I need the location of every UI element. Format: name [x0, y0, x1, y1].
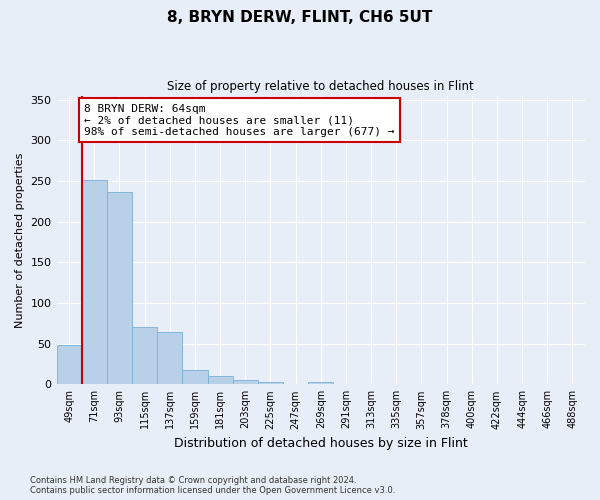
Bar	[233, 380, 258, 384]
Text: Contains HM Land Registry data © Crown copyright and database right 2024.
Contai: Contains HM Land Registry data © Crown c…	[30, 476, 395, 495]
Bar	[308, 382, 334, 384]
Text: 8 BRYN DERW: 64sqm
← 2% of detached houses are smaller (11)
98% of semi-detached: 8 BRYN DERW: 64sqm ← 2% of detached hous…	[84, 104, 395, 137]
Title: Size of property relative to detached houses in Flint: Size of property relative to detached ho…	[167, 80, 474, 93]
Bar	[132, 328, 157, 384]
Y-axis label: Number of detached properties: Number of detached properties	[15, 152, 25, 328]
Bar	[56, 346, 82, 385]
Text: 8, BRYN DERW, FLINT, CH6 5UT: 8, BRYN DERW, FLINT, CH6 5UT	[167, 10, 433, 25]
Bar	[182, 370, 208, 384]
X-axis label: Distribution of detached houses by size in Flint: Distribution of detached houses by size …	[174, 437, 467, 450]
Bar	[107, 192, 132, 384]
Bar	[258, 382, 283, 384]
Bar	[157, 332, 182, 384]
Bar	[82, 180, 107, 384]
Bar	[208, 376, 233, 384]
